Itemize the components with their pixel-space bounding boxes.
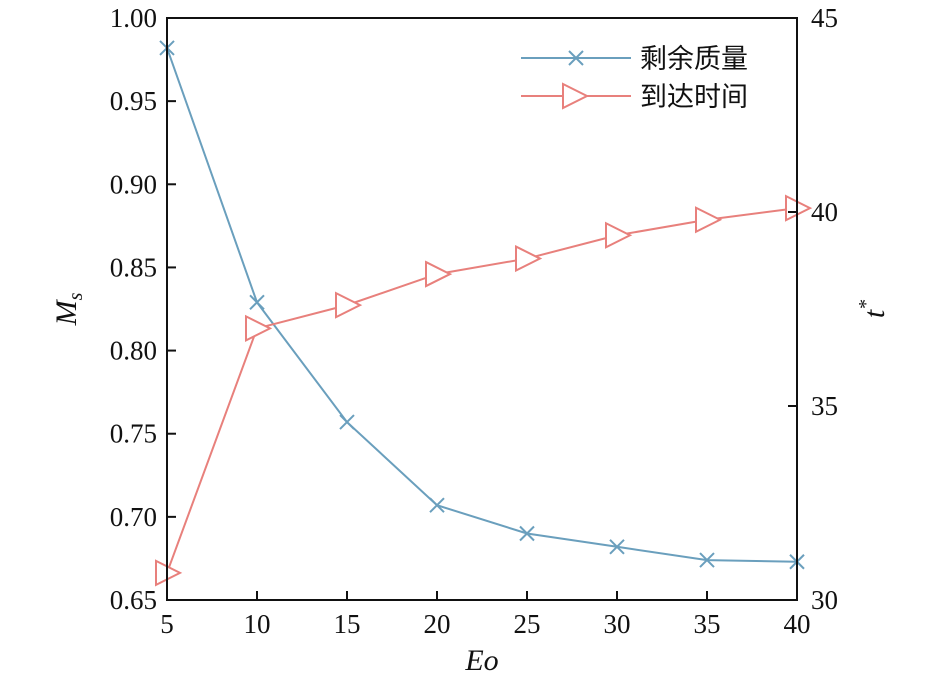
y-right-axis-title-main: t: [858, 309, 891, 318]
axis-ticks: 5 10 15 20 25 30 35 40 0.65 0.70 0.75 0.80 0.85 0.90 0…: [110, 3, 838, 639]
data-point: [245, 314, 273, 343]
data-point: [425, 260, 453, 288]
y-right-tick-label: 45: [811, 3, 838, 33]
data-point: [335, 291, 363, 319]
y-left-tick-label: 0.75: [110, 419, 157, 449]
x-tick-label: 30: [604, 609, 631, 639]
data-point: [339, 414, 355, 430]
y-right-tick-label: 30: [811, 585, 838, 615]
y-left-tick-label: 0.65: [110, 585, 157, 615]
y-right-axis-title-sup: *: [855, 300, 877, 310]
plot-markers: [155, 40, 813, 587]
y-left-axis-title-sub: s: [65, 292, 87, 300]
y-left-tick-label: 0.80: [110, 336, 157, 366]
legend-marker-2: [562, 82, 590, 110]
data-point: [429, 497, 445, 513]
y-left-tick-label: 0.90: [110, 169, 157, 199]
plot-lines: [166, 47, 798, 574]
data-point: [699, 552, 715, 568]
y-left-tick-label: 0.85: [110, 252, 157, 282]
series-line-2: [166, 207, 798, 574]
legend-label-2: 到达时间: [640, 82, 748, 113]
y-left-axis-title: Ms: [50, 292, 87, 326]
x-tick-label: 5: [160, 609, 174, 639]
x-tick-label: 10: [244, 609, 271, 639]
series-line-1: [166, 47, 798, 563]
data-point: [609, 539, 625, 555]
data-point: [249, 294, 265, 311]
y-right-axis-title: t*: [855, 300, 891, 318]
y-left-tick-label: 0.70: [110, 502, 157, 532]
x-tick-label: 35: [694, 609, 721, 639]
plot-frame: [166, 17, 798, 601]
x-tick-label: 20: [424, 609, 451, 639]
y-right-tick-label: 40: [811, 197, 838, 227]
legend-label-1: 剩余质量: [640, 44, 748, 75]
x-tick-label: 40: [784, 609, 811, 639]
data-point: [515, 244, 543, 273]
data-point: [519, 525, 535, 542]
legend-marker-1: [568, 50, 584, 66]
x-tick-label: 15: [334, 609, 361, 639]
x-tick-label: 25: [514, 609, 541, 639]
data-point: [605, 221, 633, 249]
y-left-tick-label: 1.00: [110, 3, 157, 33]
y-left-tick-label: 0.95: [110, 86, 157, 116]
y-right-tick-label: 35: [811, 391, 838, 421]
x-axis-title: Eo: [464, 644, 498, 677]
data-point: [695, 206, 723, 234]
y-left-axis-title-main: M: [50, 298, 83, 326]
